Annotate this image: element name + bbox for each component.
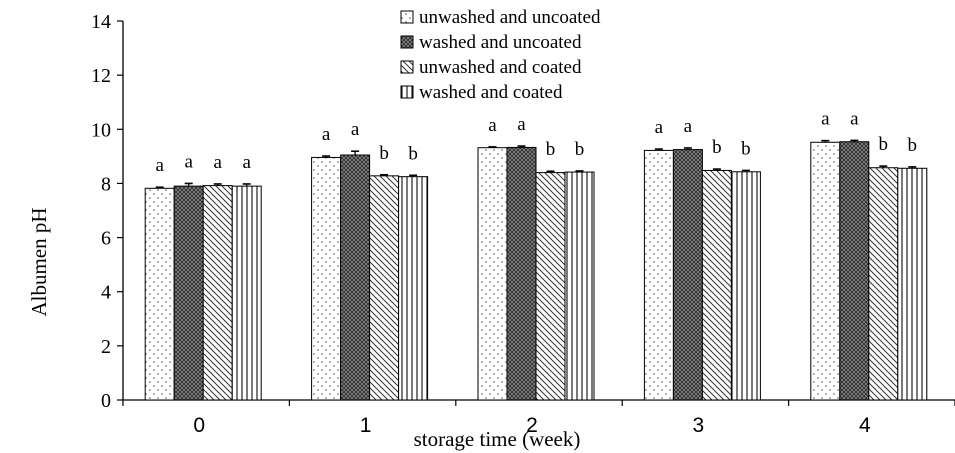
bar xyxy=(810,141,841,401)
y-tick-label: 12 xyxy=(91,65,111,87)
significance-label: a xyxy=(155,155,164,176)
significance-label: b xyxy=(379,143,389,164)
legend-item: washed and uncoated xyxy=(400,32,582,53)
legend-swatch xyxy=(400,85,414,99)
significance-label: b xyxy=(712,137,722,158)
bar xyxy=(730,171,761,401)
bar xyxy=(535,172,566,401)
legend-item: washed and coated xyxy=(400,82,563,103)
significance-label: a xyxy=(655,117,664,138)
significance-label: a xyxy=(242,152,251,173)
bar xyxy=(202,185,233,401)
x-axis-title: storage time (week) xyxy=(414,427,581,451)
significance-label: b xyxy=(408,143,418,164)
legend-item: unwashed and coated xyxy=(400,57,582,78)
y-tick-label: 14 xyxy=(91,11,111,33)
significance-label: a xyxy=(684,116,693,137)
x-tick-label: 2 xyxy=(526,414,538,437)
x-tick-label: 1 xyxy=(360,414,372,437)
x-tick-label: 4 xyxy=(859,414,871,437)
bar xyxy=(897,167,928,401)
bar xyxy=(506,146,537,401)
significance-label: a xyxy=(213,152,222,173)
y-tick-label: 8 xyxy=(101,173,111,195)
y-tick-label: 10 xyxy=(91,119,111,141)
bar xyxy=(144,187,175,401)
legend-item: unwashed and uncoated xyxy=(400,7,601,28)
significance-label: b xyxy=(741,138,751,159)
legend-label: unwashed and coated xyxy=(419,57,582,78)
y-tick-label: 0 xyxy=(101,390,111,412)
x-tick-label: 0 xyxy=(193,414,205,437)
bar xyxy=(340,154,371,401)
legend-swatch xyxy=(400,35,414,49)
significance-label: a xyxy=(351,119,360,140)
bar xyxy=(477,147,508,401)
bar xyxy=(839,141,870,401)
bar xyxy=(311,156,342,401)
x-tick-label: 3 xyxy=(693,414,705,437)
y-tick-label: 2 xyxy=(101,336,111,358)
legend-label: unwashed and uncoated xyxy=(419,7,601,28)
significance-label: a xyxy=(322,124,331,145)
legend-swatch xyxy=(400,10,414,24)
significance-label: b xyxy=(546,139,556,160)
y-tick-label: 4 xyxy=(101,282,111,304)
significance-label: b xyxy=(908,135,918,156)
bar xyxy=(868,167,899,401)
y-tick-label: 6 xyxy=(101,228,111,250)
legend-swatch xyxy=(400,60,414,74)
significance-label: a xyxy=(850,108,859,129)
bar xyxy=(643,149,674,401)
significance-label: b xyxy=(879,134,889,155)
legend: unwashed and uncoated washed and uncoated… xyxy=(400,7,601,103)
y-axis-title: Albumen pH xyxy=(27,207,51,316)
bar xyxy=(672,149,703,401)
bar xyxy=(398,176,429,401)
bar xyxy=(701,169,732,401)
bars: a a a aa ab ba ab ba ab ba ab b xyxy=(144,108,928,401)
significance-label: a xyxy=(821,109,830,130)
y-axis: 0 2 4 6 8 10 12 14 xyxy=(91,11,124,412)
significance-label: a xyxy=(488,115,497,136)
legend-label: washed and coated xyxy=(419,82,563,103)
significance-label: a xyxy=(517,114,526,135)
bar xyxy=(173,185,204,401)
bar xyxy=(369,175,400,401)
legend-label: washed and uncoated xyxy=(419,32,582,53)
significance-label: b xyxy=(575,139,585,160)
bar xyxy=(564,171,595,401)
significance-label: a xyxy=(184,151,193,172)
bar xyxy=(231,185,262,401)
